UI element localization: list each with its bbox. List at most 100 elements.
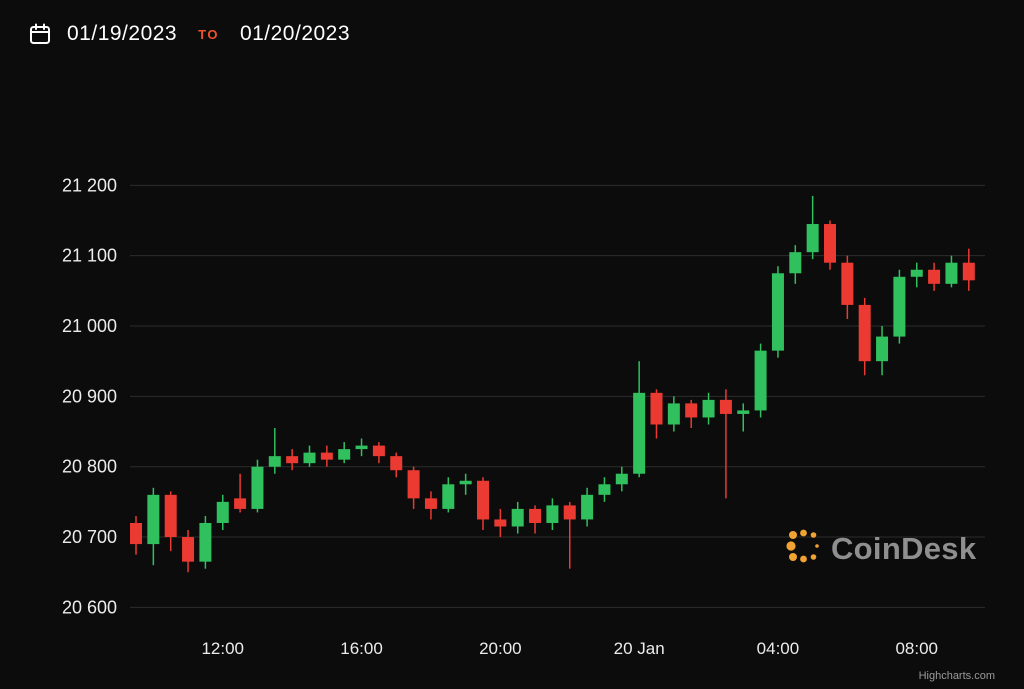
coindesk-logo-icon	[786, 528, 822, 569]
candle-body	[789, 252, 802, 274]
candle-39[interactable]	[806, 195, 819, 260]
candle-26[interactable]	[581, 487, 594, 527]
candle-13[interactable]	[355, 438, 368, 457]
candle-25[interactable]	[563, 501, 576, 569]
candle-22[interactable]	[511, 501, 524, 534]
candle-body	[216, 501, 229, 523]
candle-body	[615, 473, 628, 485]
candle-17[interactable]	[424, 491, 437, 520]
candle-0[interactable]	[130, 515, 142, 555]
candle-38[interactable]	[789, 245, 802, 284]
candle-body	[876, 336, 889, 362]
candle-body	[650, 392, 663, 425]
candle-body	[164, 494, 177, 538]
candle-32[interactable]	[685, 399, 698, 429]
candle-body	[962, 262, 975, 281]
x-axis-label: 16:00	[340, 639, 383, 658]
x-axis-label: 20 Jan	[614, 639, 665, 658]
date-range-picker: 01/19/2023 TO 01/20/2023	[28, 22, 350, 46]
candle-46[interactable]	[928, 262, 941, 291]
candle-27[interactable]	[598, 477, 611, 502]
candle-45[interactable]	[910, 262, 923, 288]
start-date[interactable]: 01/19/2023	[67, 22, 178, 45]
calendar-icon[interactable]	[28, 22, 52, 46]
x-axis-label: 12:00	[201, 639, 244, 658]
candle-43[interactable]	[876, 326, 889, 376]
candle-47[interactable]	[945, 255, 958, 288]
y-axis-label: 21 200	[62, 175, 117, 195]
candle-body	[546, 505, 559, 523]
candle-12[interactable]	[338, 442, 351, 464]
candle-14[interactable]	[372, 442, 385, 464]
candle-41[interactable]	[841, 255, 854, 319]
y-axis-label: 21 100	[62, 246, 117, 266]
end-date[interactable]: 01/20/2023	[239, 22, 351, 45]
candle-body	[841, 262, 854, 305]
candle-18[interactable]	[442, 477, 455, 513]
candle-body	[719, 399, 732, 414]
candle-40[interactable]	[824, 220, 836, 270]
candle-body	[459, 480, 472, 485]
candle-44[interactable]	[893, 269, 906, 344]
candle-16[interactable]	[407, 466, 420, 509]
candle-42[interactable]	[858, 297, 871, 376]
candle-15[interactable]	[390, 452, 403, 478]
candle-body	[910, 269, 923, 277]
candle-body	[147, 494, 160, 545]
candle-48[interactable]	[962, 248, 975, 291]
candle-body	[824, 224, 836, 263]
candle-body	[303, 452, 316, 464]
y-axis-label: 20 800	[62, 457, 117, 477]
candle-10[interactable]	[303, 445, 316, 467]
candle-body	[320, 452, 333, 460]
candle-body	[581, 494, 594, 520]
y-axis-label: 20 700	[62, 527, 117, 547]
candle-31[interactable]	[667, 396, 680, 432]
candle-20[interactable]	[477, 477, 489, 531]
candle-2[interactable]	[164, 491, 177, 552]
coindesk-logo-text: CoinDesk	[831, 530, 977, 566]
candle-21[interactable]	[494, 508, 507, 538]
candle-body	[494, 519, 507, 527]
candle-28[interactable]	[615, 466, 628, 492]
candle-34[interactable]	[719, 389, 732, 499]
coindesk-logo: CoinDesk	[786, 528, 976, 569]
candle-body	[928, 269, 941, 284]
candle-11[interactable]	[320, 445, 333, 467]
candle-7[interactable]	[251, 459, 264, 513]
candle-8[interactable]	[268, 428, 281, 474]
candle-19[interactable]	[459, 473, 472, 495]
candle-body	[667, 403, 680, 425]
candle-23[interactable]	[529, 505, 542, 534]
candle-body	[355, 445, 368, 450]
candle-body	[338, 449, 351, 460]
y-axis-label: 21 000	[62, 316, 117, 336]
candle-body	[633, 392, 646, 474]
candle-5[interactable]	[216, 494, 229, 531]
candle-body	[529, 508, 542, 523]
candle-body	[372, 445, 385, 457]
x-axis-label: 20:00	[479, 639, 522, 658]
candle-body	[390, 456, 403, 471]
highcharts-credit[interactable]: Highcharts.com	[918, 670, 995, 682]
candle-37[interactable]	[771, 266, 784, 358]
candle-30[interactable]	[650, 389, 663, 439]
candle-1[interactable]	[147, 487, 160, 566]
candle-35[interactable]	[737, 403, 750, 432]
candle-29[interactable]	[633, 361, 646, 478]
candle-body	[424, 498, 437, 509]
candle-6[interactable]	[234, 473, 247, 513]
candle-body	[268, 456, 281, 467]
candle-body	[702, 399, 715, 418]
candle-3[interactable]	[182, 530, 195, 573]
candle-body	[945, 262, 958, 284]
candle-body	[442, 484, 455, 509]
candle-24[interactable]	[546, 498, 559, 531]
candle-36[interactable]	[754, 343, 767, 418]
candle-9[interactable]	[286, 449, 299, 471]
x-axis-label: 08:00	[895, 639, 938, 658]
candle-body	[598, 484, 611, 495]
candle-4[interactable]	[199, 515, 212, 569]
candle-33[interactable]	[702, 392, 715, 425]
